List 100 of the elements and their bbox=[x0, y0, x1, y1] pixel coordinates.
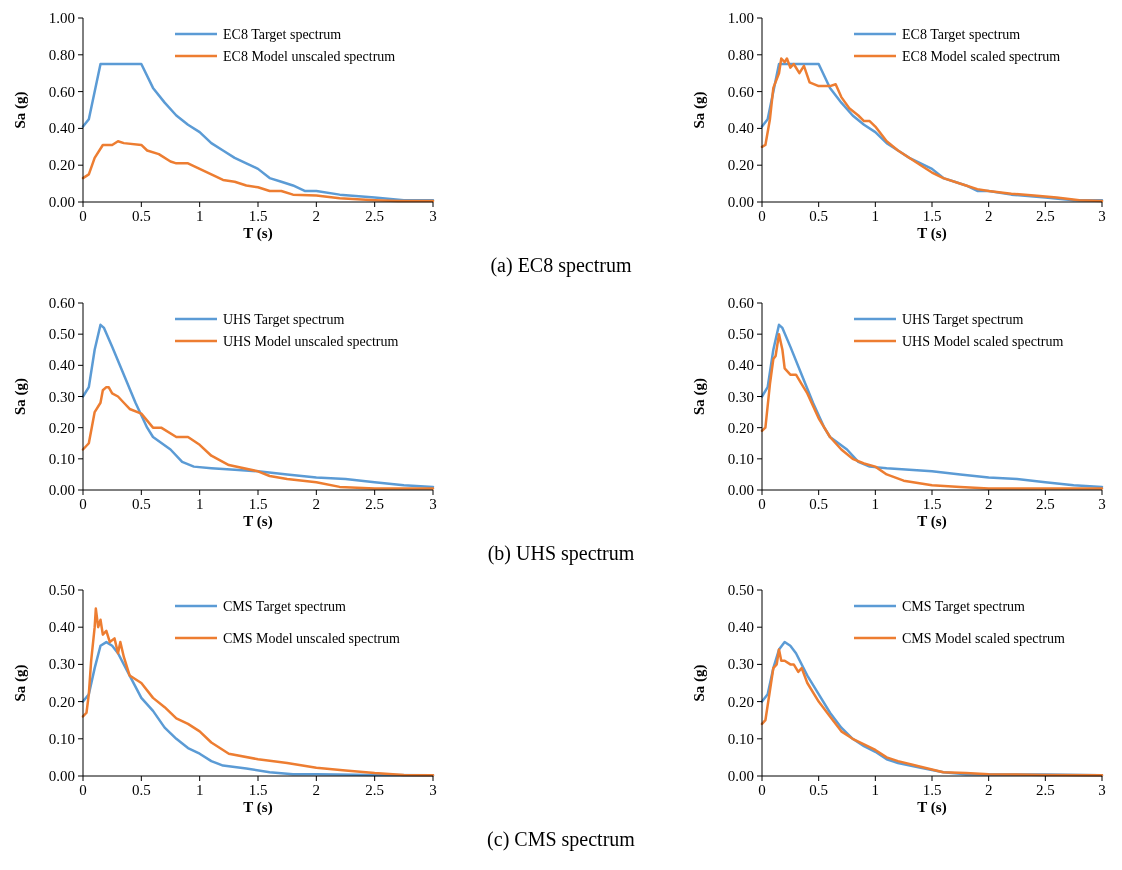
y-tick-label: 0.60 bbox=[48, 295, 75, 311]
legend-label: UHS Model unscaled spectrum bbox=[223, 334, 399, 349]
x-tick-label: 0.5 bbox=[809, 496, 829, 512]
x-tick-label: 3 bbox=[429, 208, 437, 224]
y-tick-label: 1.00 bbox=[727, 10, 754, 26]
y-tick-label: 0.40 bbox=[48, 120, 75, 137]
x-tick-label: 0 bbox=[79, 782, 87, 798]
x-tick-label: 2 bbox=[984, 782, 993, 798]
legend-label: EC8 Target spectrum bbox=[223, 27, 342, 42]
y-tick-label: 0.00 bbox=[727, 194, 754, 210]
y-tick-label: 0.50 bbox=[48, 326, 75, 343]
y-tick-label: 0.50 bbox=[727, 582, 754, 598]
y-tick-label: 0.50 bbox=[48, 582, 75, 598]
legend-label: UHS Model scaled spectrum bbox=[902, 334, 1064, 349]
x-tick-label: 1.5 bbox=[248, 496, 268, 512]
x-axis-title: T (s) bbox=[243, 513, 273, 530]
x-tick-label: 1 bbox=[195, 496, 204, 512]
y-tick-label: 0.10 bbox=[727, 730, 754, 747]
y-axis-title: Sa (g) bbox=[12, 91, 29, 129]
y-tick-label: 0.00 bbox=[48, 768, 75, 784]
x-tick-label: 0 bbox=[758, 496, 766, 512]
y-tick-label: 0.00 bbox=[727, 482, 754, 498]
x-tick-label: 3 bbox=[1098, 782, 1106, 798]
x-tick-label: 3 bbox=[1098, 208, 1106, 224]
y-tick-label: 0.20 bbox=[48, 157, 75, 174]
x-axis-title: T (s) bbox=[917, 799, 947, 816]
y-tick-label: 0.20 bbox=[727, 693, 754, 710]
x-tick-label: 1 bbox=[195, 208, 204, 224]
x-tick-label: 2.5 bbox=[1035, 782, 1055, 798]
y-tick-label: 0.50 bbox=[727, 326, 754, 343]
legend-label: EC8 Target spectrum bbox=[902, 27, 1021, 42]
x-tick-label: 0.5 bbox=[809, 208, 829, 224]
x-axis-title: T (s) bbox=[917, 225, 947, 242]
legend-label: EC8 Model unscaled spectrum bbox=[223, 49, 396, 64]
y-tick-label: 0.60 bbox=[727, 83, 754, 100]
x-tick-label: 0.5 bbox=[131, 782, 151, 798]
x-axis-title: T (s) bbox=[243, 799, 273, 816]
x-tick-label: 2.5 bbox=[365, 496, 385, 512]
y-tick-label: 0.20 bbox=[727, 419, 754, 436]
x-tick-label: 0.5 bbox=[131, 496, 151, 512]
y-tick-label: 0.40 bbox=[727, 619, 754, 636]
legend-label: CMS Model scaled spectrum bbox=[902, 631, 1066, 646]
y-tick-label: 0.20 bbox=[48, 419, 75, 436]
y-tick-label: 0.00 bbox=[727, 768, 754, 784]
x-tick-label: 0.5 bbox=[131, 208, 151, 224]
x-tick-label: 1 bbox=[195, 782, 204, 798]
legend-label: CMS Model unscaled spectrum bbox=[223, 631, 401, 646]
x-axis-title: T (s) bbox=[917, 513, 947, 530]
x-tick-label: 0 bbox=[758, 208, 766, 224]
x-tick-label: 1 bbox=[871, 208, 880, 224]
legend-label: UHS Target spectrum bbox=[902, 312, 1024, 327]
y-axis-title: Sa (g) bbox=[12, 377, 29, 416]
y-tick-label: 0.00 bbox=[48, 482, 75, 498]
x-tick-label: 2.5 bbox=[1035, 496, 1055, 512]
y-tick-label: 0.80 bbox=[48, 46, 75, 63]
legend-label: UHS Target spectrum bbox=[223, 312, 345, 327]
y-tick-label: 0.40 bbox=[727, 357, 754, 374]
x-tick-label: 0.5 bbox=[809, 782, 829, 798]
x-tick-label: 2.5 bbox=[1035, 208, 1055, 224]
y-tick-label: 0.30 bbox=[48, 656, 75, 673]
legend-label: EC8 Model scaled spectrum bbox=[902, 49, 1061, 64]
text: (c) CMS spectrum bbox=[487, 828, 636, 851]
y-tick-label: 0.40 bbox=[727, 120, 754, 137]
y-tick-label: 0.80 bbox=[727, 46, 754, 63]
y-tick-label: 1.00 bbox=[48, 10, 75, 26]
y-axis-title: Sa (g) bbox=[12, 664, 29, 702]
y-tick-label: 0.40 bbox=[48, 619, 75, 636]
y-axis-title: Sa (g) bbox=[691, 377, 708, 416]
y-tick-label: 0.30 bbox=[727, 656, 754, 673]
y-axis-title: Sa (g) bbox=[691, 91, 708, 129]
x-tick-label: 0 bbox=[758, 782, 766, 798]
y-tick-label: 0.30 bbox=[48, 388, 75, 405]
x-tick-label: 1.5 bbox=[922, 782, 942, 798]
x-tick-label: 2.5 bbox=[365, 782, 385, 798]
x-tick-label: 0 bbox=[79, 208, 87, 224]
x-tick-label: 2 bbox=[312, 782, 321, 798]
x-tick-label: 1 bbox=[871, 782, 880, 798]
x-tick-label: 2 bbox=[312, 208, 321, 224]
x-tick-label: 2 bbox=[984, 208, 993, 224]
x-tick-label: 2.5 bbox=[365, 208, 385, 224]
legend-label: CMS Target spectrum bbox=[223, 599, 347, 614]
x-tick-label: 1.5 bbox=[248, 782, 268, 798]
y-tick-label: 0.10 bbox=[48, 730, 75, 747]
y-tick-label: 0.40 bbox=[48, 357, 75, 374]
x-tick-label: 2 bbox=[984, 496, 993, 512]
legend-label: CMS Target spectrum bbox=[902, 599, 1026, 614]
y-tick-label: 0.60 bbox=[48, 83, 75, 100]
y-tick-label: 0.20 bbox=[727, 157, 754, 174]
x-tick-label: 3 bbox=[429, 496, 437, 512]
y-tick-label: 0.60 bbox=[727, 295, 754, 311]
y-tick-label: 0.10 bbox=[727, 450, 754, 467]
x-tick-label: 1.5 bbox=[922, 208, 942, 224]
y-tick-label: 0.10 bbox=[48, 450, 75, 467]
x-tick-label: 1.5 bbox=[922, 496, 942, 512]
y-axis-title: Sa (g) bbox=[691, 664, 708, 702]
text: (b) UHS spectrum bbox=[487, 542, 635, 565]
y-tick-label: 0.20 bbox=[48, 693, 75, 710]
x-tick-label: 0 bbox=[79, 496, 87, 512]
x-tick-label: 3 bbox=[1098, 496, 1106, 512]
x-tick-label: 1.5 bbox=[248, 208, 268, 224]
